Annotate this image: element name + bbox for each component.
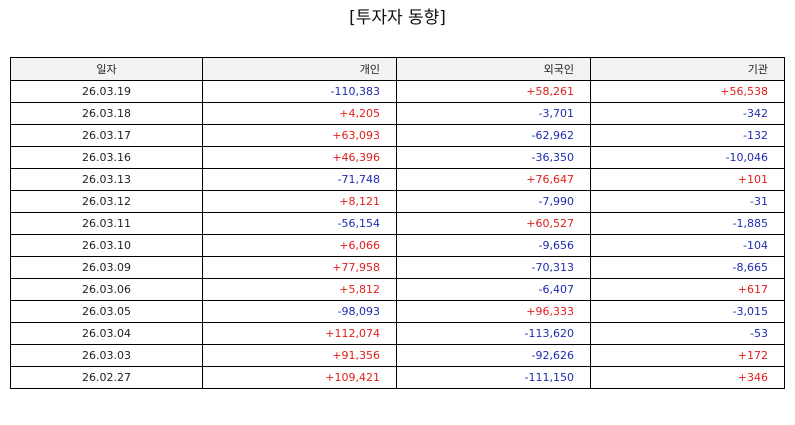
institution-cell: -342 bbox=[590, 102, 785, 125]
individual-cell: +91,356 bbox=[202, 344, 397, 367]
table-row: 26.03.12 +8,121 -7,990 -31 bbox=[10, 190, 785, 213]
foreign-cell: -3,701 bbox=[396, 102, 591, 125]
individual-cell: +5,812 bbox=[202, 278, 397, 301]
foreign-cell: -113,620 bbox=[396, 322, 591, 345]
table-row: 26.03.09 +77,958 -70,313 -8,665 bbox=[10, 256, 785, 279]
investor-trend-table: 일자 개인 외국인 기관 26.03.19 -110,383 +58,261 +… bbox=[10, 57, 785, 389]
foreign-cell: -6,407 bbox=[396, 278, 591, 301]
table-row: 26.03.19 -110,383 +58,261 +56,538 bbox=[10, 80, 785, 103]
foreign-cell: -36,350 bbox=[396, 146, 591, 169]
individual-cell: +77,958 bbox=[202, 256, 397, 279]
individual-cell: +63,093 bbox=[202, 124, 397, 147]
date-cell: 26.03.18 bbox=[10, 102, 203, 125]
individual-cell: -56,154 bbox=[202, 212, 397, 235]
table-row: 26.03.04 +112,074 -113,620 -53 bbox=[10, 322, 785, 345]
institution-cell: +56,538 bbox=[590, 80, 785, 103]
table-row: 26.03.05 -98,093 +96,333 -3,015 bbox=[10, 300, 785, 323]
institution-cell: -53 bbox=[590, 322, 785, 345]
date-cell: 26.03.17 bbox=[10, 124, 203, 147]
individual-cell: +4,205 bbox=[202, 102, 397, 125]
institution-cell: -8,665 bbox=[590, 256, 785, 279]
table-row: 26.03.06 +5,812 -6,407 +617 bbox=[10, 278, 785, 301]
institution-cell: -10,046 bbox=[590, 146, 785, 169]
table-row: 26.03.18 +4,205 -3,701 -342 bbox=[10, 102, 785, 125]
date-cell: 26.03.16 bbox=[10, 146, 203, 169]
column-header-date: 일자 bbox=[10, 57, 203, 81]
foreign-cell: +76,647 bbox=[396, 168, 591, 191]
foreign-cell: +60,527 bbox=[396, 212, 591, 235]
institution-cell: -1,885 bbox=[590, 212, 785, 235]
date-cell: 26.03.19 bbox=[10, 80, 203, 103]
table-row: 26.03.10 +6,066 -9,656 -104 bbox=[10, 234, 785, 257]
date-cell: 26.03.12 bbox=[10, 190, 203, 213]
individual-cell: +8,121 bbox=[202, 190, 397, 213]
date-cell: 26.02.27 bbox=[10, 366, 203, 389]
date-cell: 26.03.13 bbox=[10, 168, 203, 191]
individual-cell: +109,421 bbox=[202, 366, 397, 389]
table-row: 26.03.11 -56,154 +60,527 -1,885 bbox=[10, 212, 785, 235]
individual-cell: -98,093 bbox=[202, 300, 397, 323]
individual-cell: +46,396 bbox=[202, 146, 397, 169]
table-row: 26.03.16 +46,396 -36,350 -10,046 bbox=[10, 146, 785, 169]
foreign-cell: -111,150 bbox=[396, 366, 591, 389]
table-row: 26.03.03 +91,356 -92,626 +172 bbox=[10, 344, 785, 367]
institution-cell: +346 bbox=[590, 366, 785, 389]
foreign-cell: -7,990 bbox=[396, 190, 591, 213]
foreign-cell: +96,333 bbox=[396, 300, 591, 323]
table-row: 26.03.13 -71,748 +76,647 +101 bbox=[10, 168, 785, 191]
foreign-cell: -92,626 bbox=[396, 344, 591, 367]
date-cell: 26.03.06 bbox=[10, 278, 203, 301]
foreign-cell: +58,261 bbox=[396, 80, 591, 103]
date-cell: 26.03.11 bbox=[10, 212, 203, 235]
column-header-foreign: 외국인 bbox=[396, 57, 591, 81]
individual-cell: +112,074 bbox=[202, 322, 397, 345]
institution-cell: -3,015 bbox=[590, 300, 785, 323]
column-header-institution: 기관 bbox=[590, 57, 785, 81]
date-cell: 26.03.09 bbox=[10, 256, 203, 279]
date-cell: 26.03.04 bbox=[10, 322, 203, 345]
table-row: 26.02.27 +109,421 -111,150 +346 bbox=[10, 366, 785, 389]
table-row: 26.03.17 +63,093 -62,962 -132 bbox=[10, 124, 785, 147]
column-header-individual: 개인 bbox=[202, 57, 397, 81]
page-title: [투자자 동향] bbox=[349, 8, 446, 28]
foreign-cell: -70,313 bbox=[396, 256, 591, 279]
institution-cell: -132 bbox=[590, 124, 785, 147]
institution-cell: +172 bbox=[590, 344, 785, 367]
foreign-cell: -9,656 bbox=[396, 234, 591, 257]
institution-cell: -31 bbox=[590, 190, 785, 213]
individual-cell: -71,748 bbox=[202, 168, 397, 191]
institution-cell: +101 bbox=[590, 168, 785, 191]
individual-cell: -110,383 bbox=[202, 80, 397, 103]
table-body: 26.03.19 -110,383 +58,261 +56,538 26.03.… bbox=[10, 80, 785, 389]
individual-cell: +6,066 bbox=[202, 234, 397, 257]
date-cell: 26.03.10 bbox=[10, 234, 203, 257]
institution-cell: +617 bbox=[590, 278, 785, 301]
date-cell: 26.03.03 bbox=[10, 344, 203, 367]
foreign-cell: -62,962 bbox=[396, 124, 591, 147]
date-cell: 26.03.05 bbox=[10, 300, 203, 323]
table-header-row: 일자 개인 외국인 기관 bbox=[10, 57, 785, 81]
institution-cell: -104 bbox=[590, 234, 785, 257]
